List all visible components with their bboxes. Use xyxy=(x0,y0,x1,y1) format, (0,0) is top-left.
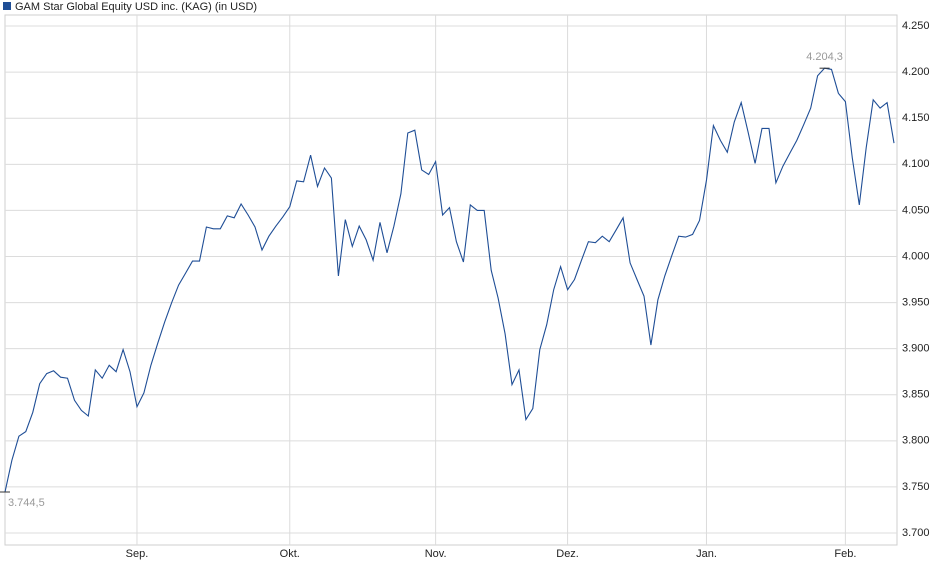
value-label: 4.204,3 xyxy=(806,51,843,63)
y-tick-label: 4.200 xyxy=(902,66,930,78)
x-tick-label: Dez. xyxy=(556,548,579,560)
y-tick-label: 4.150 xyxy=(902,112,930,124)
legend-swatch xyxy=(3,2,11,10)
y-tick-label: 4.000 xyxy=(902,250,930,262)
x-tick-label: Sep. xyxy=(126,548,149,560)
x-tick-label: Jan. xyxy=(696,548,717,560)
y-tick-label: 4.250 xyxy=(902,20,930,32)
y-tick-label: 3.700 xyxy=(902,527,930,539)
legend-label: GAM Star Global Equity USD inc. (KAG) (i… xyxy=(15,1,257,13)
x-tick-label: Nov. xyxy=(425,548,447,560)
y-tick-label: 3.750 xyxy=(902,481,930,493)
y-tick-label: 3.950 xyxy=(902,296,930,308)
value-label: 3.744,5 xyxy=(8,497,45,509)
y-tick-label: 4.100 xyxy=(902,158,930,170)
y-tick-label: 3.800 xyxy=(902,435,930,447)
y-tick-label: 3.900 xyxy=(902,343,930,355)
x-tick-label: Okt. xyxy=(280,548,300,560)
series-line xyxy=(4,67,895,493)
y-tick-label: 3.850 xyxy=(902,389,930,401)
x-tick-label: Feb. xyxy=(834,548,856,560)
y-tick-label: 4.050 xyxy=(902,204,930,216)
plot-frame xyxy=(4,14,898,546)
